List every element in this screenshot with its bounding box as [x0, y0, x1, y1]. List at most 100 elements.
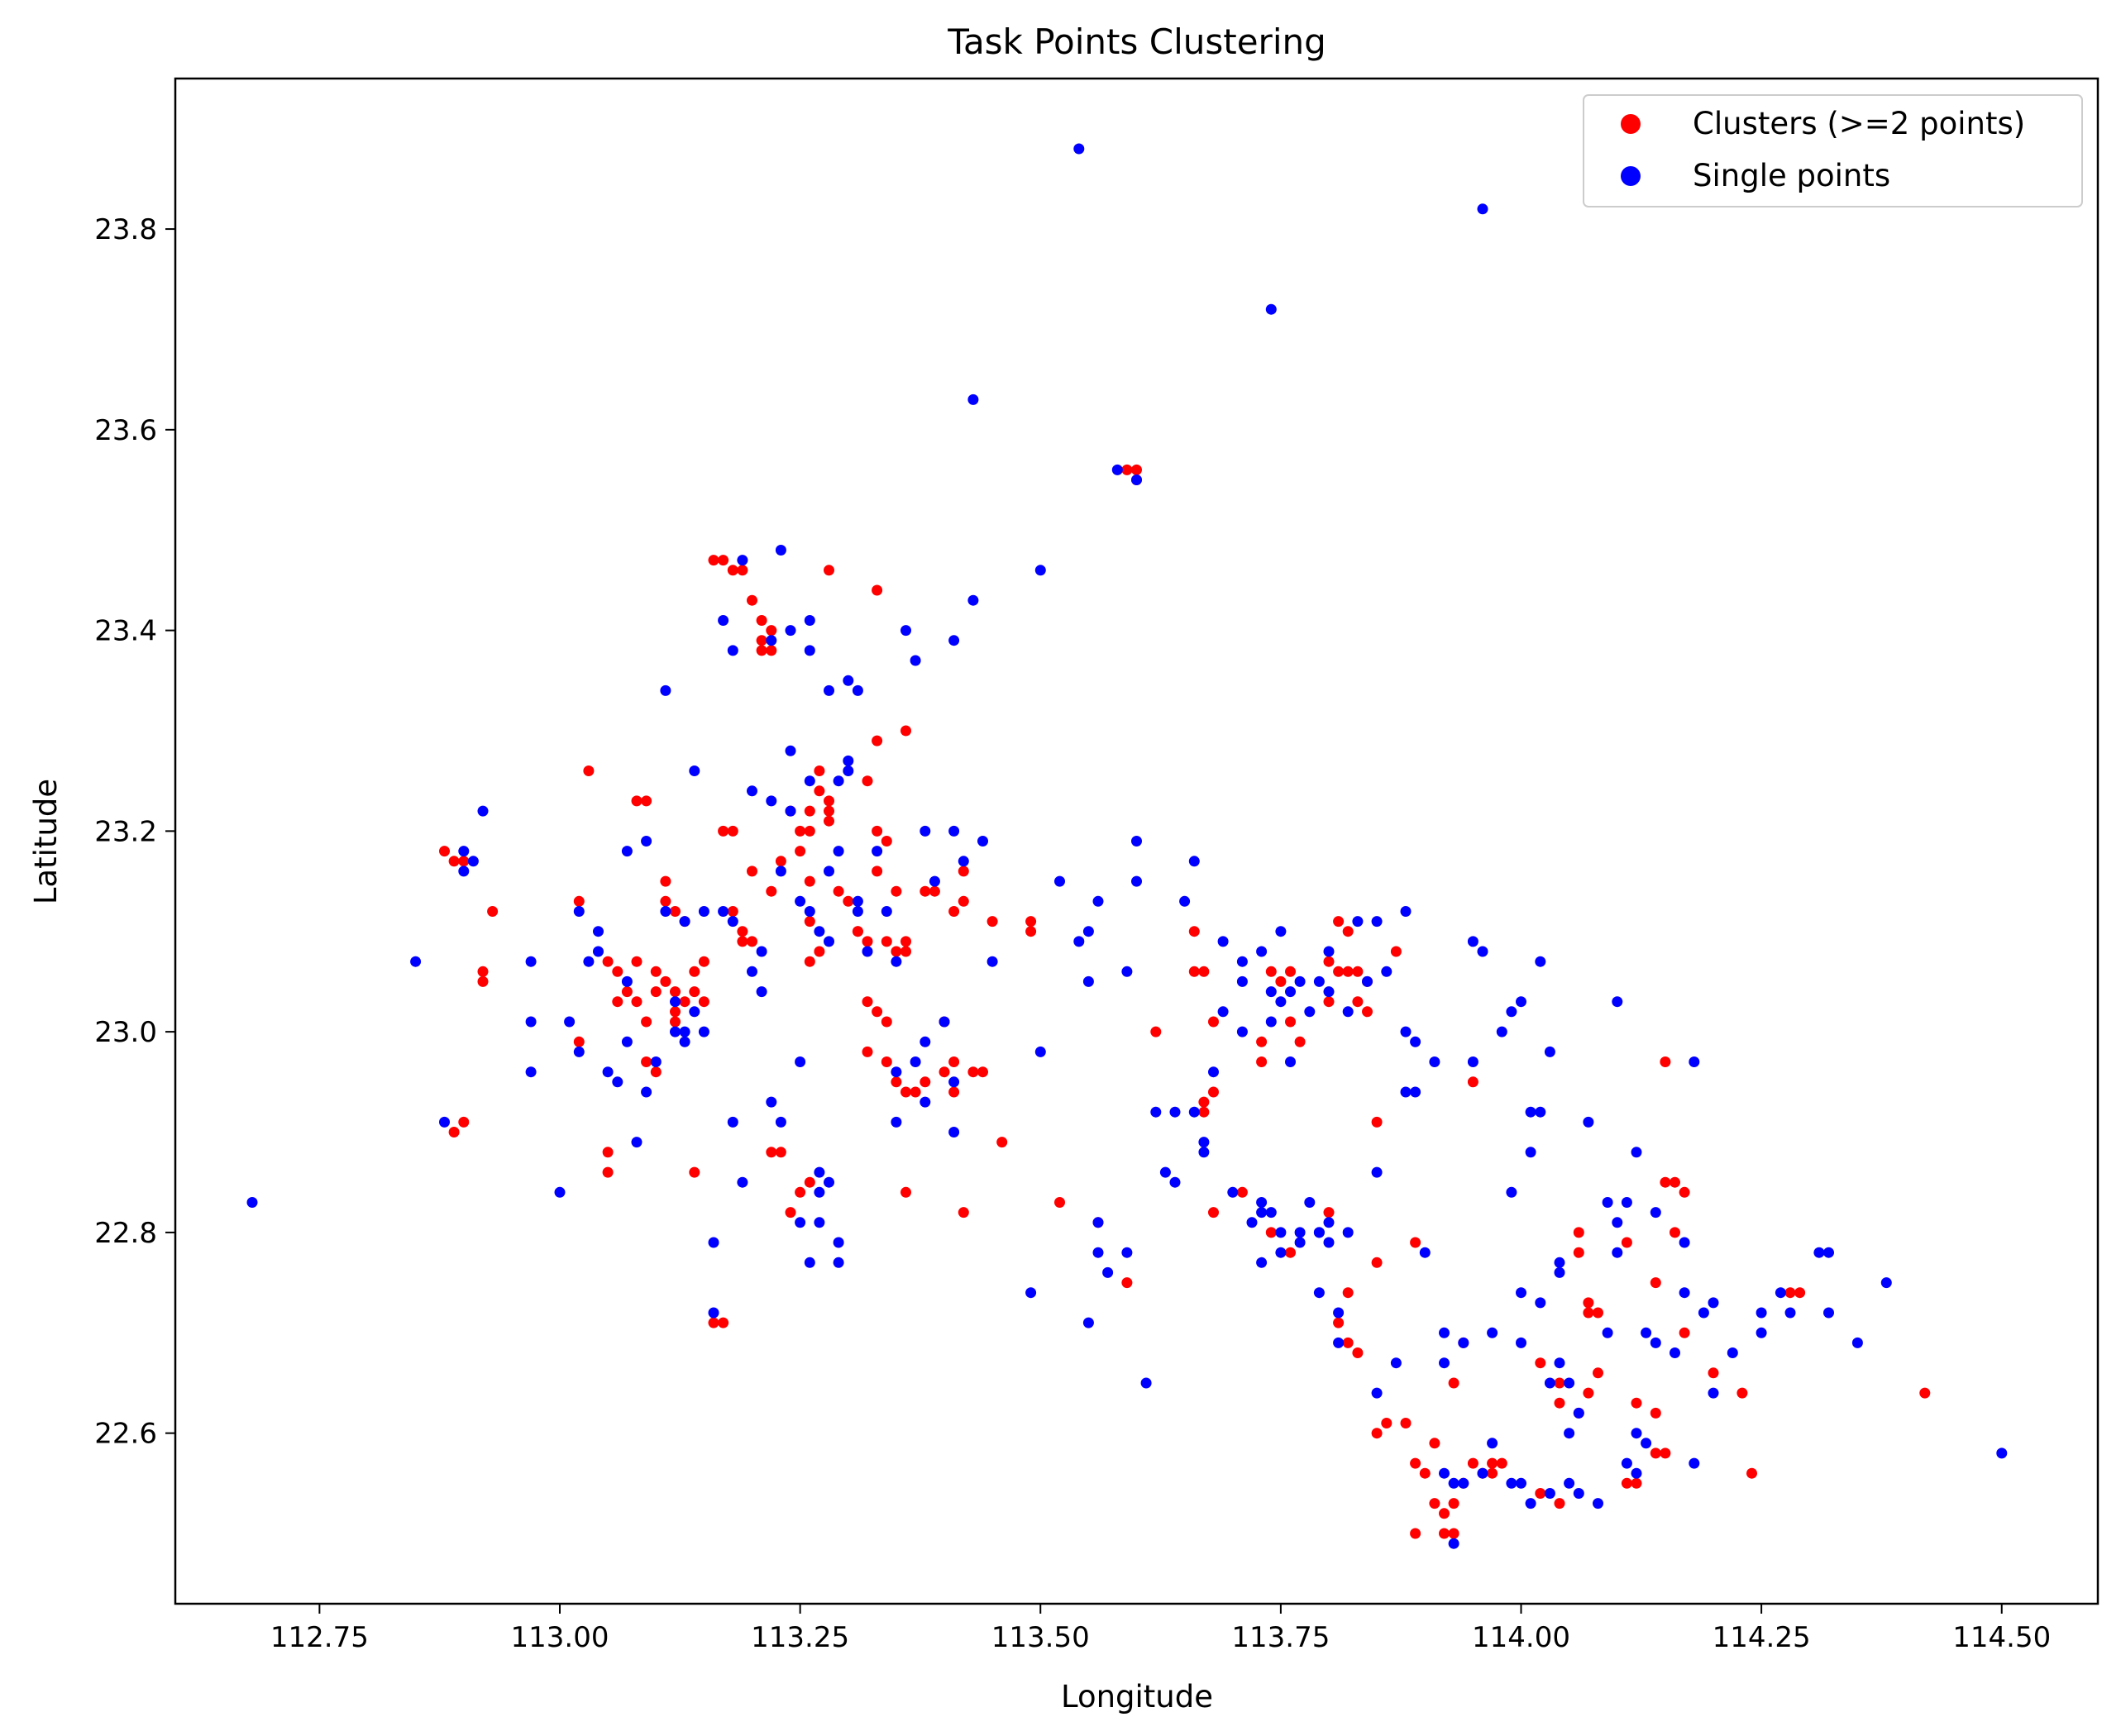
data-point [1516, 1287, 1526, 1299]
legend-frame [1583, 94, 2083, 207]
data-point [1169, 1106, 1181, 1118]
data-point [1660, 1056, 1671, 1067]
data-point [1208, 1016, 1219, 1028]
data-point [1121, 1247, 1133, 1258]
data-point [1641, 1438, 1652, 1449]
data-point [410, 956, 422, 967]
data-point [756, 635, 767, 646]
data-point [1236, 1026, 1248, 1037]
data-point [1352, 1347, 1364, 1358]
data-point [1323, 1207, 1335, 1219]
data-point [621, 1036, 633, 1047]
data-point [602, 956, 614, 967]
data-point [1410, 1528, 1421, 1539]
data-point [852, 684, 863, 696]
data-point [612, 996, 623, 1008]
data-point [872, 825, 883, 837]
data-point [1516, 1337, 1526, 1348]
data-point [1554, 1377, 1565, 1389]
data-point [1111, 464, 1123, 475]
data-point [1381, 966, 1393, 977]
legend-label-clusters: Clusters (>=2 points) [1693, 106, 2025, 141]
data-point [1650, 1277, 1661, 1289]
data-point [1813, 1247, 1825, 1258]
data-point [1650, 1337, 1661, 1348]
data-point [833, 775, 844, 787]
data-point [708, 1237, 719, 1248]
data-point [689, 966, 700, 977]
data-point [1525, 1498, 1536, 1509]
data-point [1323, 1237, 1335, 1248]
data-point [1439, 1357, 1450, 1369]
data-point [1342, 1227, 1354, 1238]
data-point [737, 1176, 748, 1188]
data-point [1256, 1036, 1268, 1047]
data-point [1246, 1217, 1258, 1228]
y-axis-label: Latitude [28, 779, 64, 904]
data-point [814, 946, 825, 957]
data-point [747, 866, 757, 877]
data-point [1092, 895, 1104, 907]
data-point [1342, 1337, 1354, 1348]
data-point [1448, 1538, 1459, 1549]
data-point [660, 895, 671, 907]
data-point [814, 1217, 825, 1228]
data-point [910, 655, 921, 666]
data-point [756, 615, 767, 626]
data-point [467, 856, 479, 867]
data-point [1265, 1207, 1277, 1219]
data-point [737, 555, 748, 566]
data-point [708, 555, 719, 566]
data-point [872, 584, 883, 596]
data-point [1756, 1307, 1767, 1319]
data-point [1313, 975, 1325, 987]
data-point [1371, 1166, 1383, 1178]
data-point [747, 966, 757, 977]
data-point [900, 1186, 911, 1198]
data-point [891, 956, 902, 967]
data-point [1275, 996, 1287, 1008]
data-point [1025, 1287, 1037, 1299]
data-point [948, 1076, 960, 1088]
data-point [824, 684, 834, 696]
data-point [670, 1006, 681, 1018]
data-point [1304, 1197, 1316, 1208]
data-point [920, 1076, 931, 1088]
data-point [1208, 1086, 1219, 1098]
data-point [1996, 1447, 2008, 1459]
data-point [900, 936, 911, 947]
data-point [1313, 1227, 1325, 1238]
data-point [1621, 1477, 1632, 1489]
data-point [881, 1056, 892, 1067]
data-point [689, 1006, 700, 1018]
data-point [833, 885, 844, 897]
data-point [862, 775, 873, 787]
data-point [814, 1186, 825, 1198]
data-point [612, 966, 623, 977]
data-point [679, 1036, 690, 1047]
data-point [1467, 936, 1478, 947]
data-point [804, 916, 815, 928]
data-point [1756, 1327, 1767, 1338]
data-point [1784, 1307, 1796, 1319]
data-point [525, 956, 537, 967]
data-point [1150, 1026, 1162, 1037]
data-point [795, 846, 806, 857]
data-point [698, 1026, 709, 1037]
y-tick-label: 23.8 [94, 213, 157, 246]
data-point [785, 745, 796, 756]
data-point [967, 594, 979, 606]
data-point [1573, 1227, 1584, 1238]
data-point [843, 755, 854, 766]
chart-title: Task Points Clustering [947, 21, 1326, 62]
data-point [1400, 906, 1412, 917]
data-point [1670, 1347, 1680, 1358]
data-point [1487, 1457, 1498, 1469]
data-point [833, 1237, 844, 1248]
data-point [670, 906, 681, 917]
data-point [708, 1317, 719, 1328]
data-point [1487, 1467, 1498, 1479]
data-point [1082, 1317, 1094, 1328]
